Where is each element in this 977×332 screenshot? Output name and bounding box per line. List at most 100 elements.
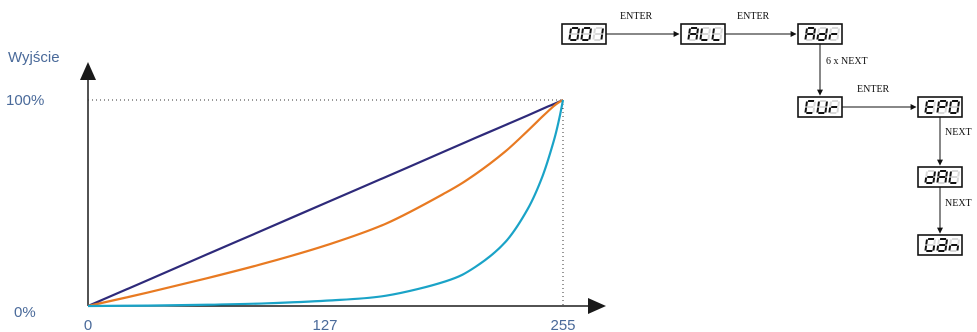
label-next-1: NEXT: [945, 127, 972, 138]
segment: [812, 34, 816, 40]
segment: [925, 101, 928, 107]
segment: [937, 171, 940, 177]
segment: [695, 34, 699, 40]
segment: [813, 101, 816, 107]
segment: [804, 107, 808, 113]
segment: [601, 28, 604, 34]
segment: [818, 39, 825, 41]
segment: [583, 33, 590, 35]
segment: [927, 238, 935, 240]
segment: [927, 176, 934, 178]
segment: [592, 34, 596, 40]
segment: [580, 34, 584, 40]
segment: [945, 101, 948, 107]
series-line-2: [87, 99, 564, 308]
segment: [836, 34, 840, 40]
segment: [701, 39, 708, 41]
segment: [807, 27, 815, 29]
segment: [571, 33, 578, 35]
segment: [938, 250, 945, 252]
segment: [932, 245, 936, 251]
segment: [828, 34, 832, 40]
segment: [593, 28, 596, 34]
display-digits-dal: dAL: [924, 170, 960, 184]
segment: [714, 27, 722, 29]
segment: [956, 177, 960, 183]
segment: [824, 107, 828, 113]
segment: [939, 238, 947, 240]
segment: [924, 107, 928, 113]
segment: [945, 171, 948, 177]
segment: [927, 100, 935, 102]
segment: [702, 27, 710, 29]
segment: [949, 171, 952, 177]
segment: [819, 100, 827, 102]
segment: [939, 176, 946, 178]
segment: [924, 177, 928, 183]
segment: [926, 112, 933, 114]
segment: [924, 245, 928, 251]
segment: [948, 107, 952, 113]
segment: [688, 28, 691, 34]
y-tick-label-100: 100%: [6, 92, 44, 109]
segment: [690, 27, 698, 29]
segment: [950, 182, 957, 184]
segment: [831, 106, 838, 108]
segment: [595, 27, 603, 29]
display-digits-cur: CUr: [804, 100, 840, 114]
segment: [824, 34, 828, 40]
segment: [836, 107, 840, 113]
segment: [948, 177, 952, 183]
segment: [804, 34, 808, 40]
segment: [927, 244, 934, 246]
segment: [589, 28, 592, 34]
segment: [939, 106, 946, 108]
segment: [936, 177, 940, 183]
segment: [719, 34, 723, 40]
segment: [588, 34, 592, 40]
segment: [812, 107, 816, 113]
segment: [829, 101, 832, 107]
segment: [807, 100, 815, 102]
segment: [805, 28, 808, 34]
y-tick-label-0: 0%: [14, 304, 36, 321]
segment: [712, 28, 715, 34]
segment: [819, 106, 826, 108]
series-line-3: [87, 99, 565, 308]
x-tick-label-127: 127: [312, 317, 337, 332]
segment: [819, 33, 826, 35]
segment: [951, 170, 959, 172]
segment: [939, 244, 946, 246]
segment: [807, 33, 814, 35]
segment: [595, 33, 602, 35]
label-enter-1: ENTER: [620, 11, 653, 22]
x-tick-label-255: 255: [550, 317, 575, 332]
segment: [933, 171, 936, 177]
segment: [696, 28, 699, 34]
segment: [957, 171, 960, 177]
segment: [936, 245, 940, 251]
segment: [690, 33, 697, 35]
segment: [600, 34, 604, 40]
segment: [951, 106, 958, 108]
y-axis-arrowhead: [80, 62, 96, 80]
x-tick-label-0: 0: [84, 317, 92, 332]
segment: [816, 107, 820, 113]
segment: [825, 28, 828, 34]
segment: [944, 177, 948, 183]
display-digits-gan: Gan: [924, 238, 960, 252]
segment: [582, 39, 589, 41]
segment: [720, 28, 723, 34]
segment: [594, 39, 601, 41]
segment: [571, 27, 579, 29]
segment: [583, 27, 591, 29]
segment: [949, 239, 952, 245]
segment: [950, 250, 957, 252]
segment: [944, 107, 948, 113]
segment: [806, 112, 813, 114]
series-layer: [87, 98, 565, 308]
segment: [933, 101, 936, 107]
segment: [831, 33, 838, 35]
segment: [939, 170, 947, 172]
